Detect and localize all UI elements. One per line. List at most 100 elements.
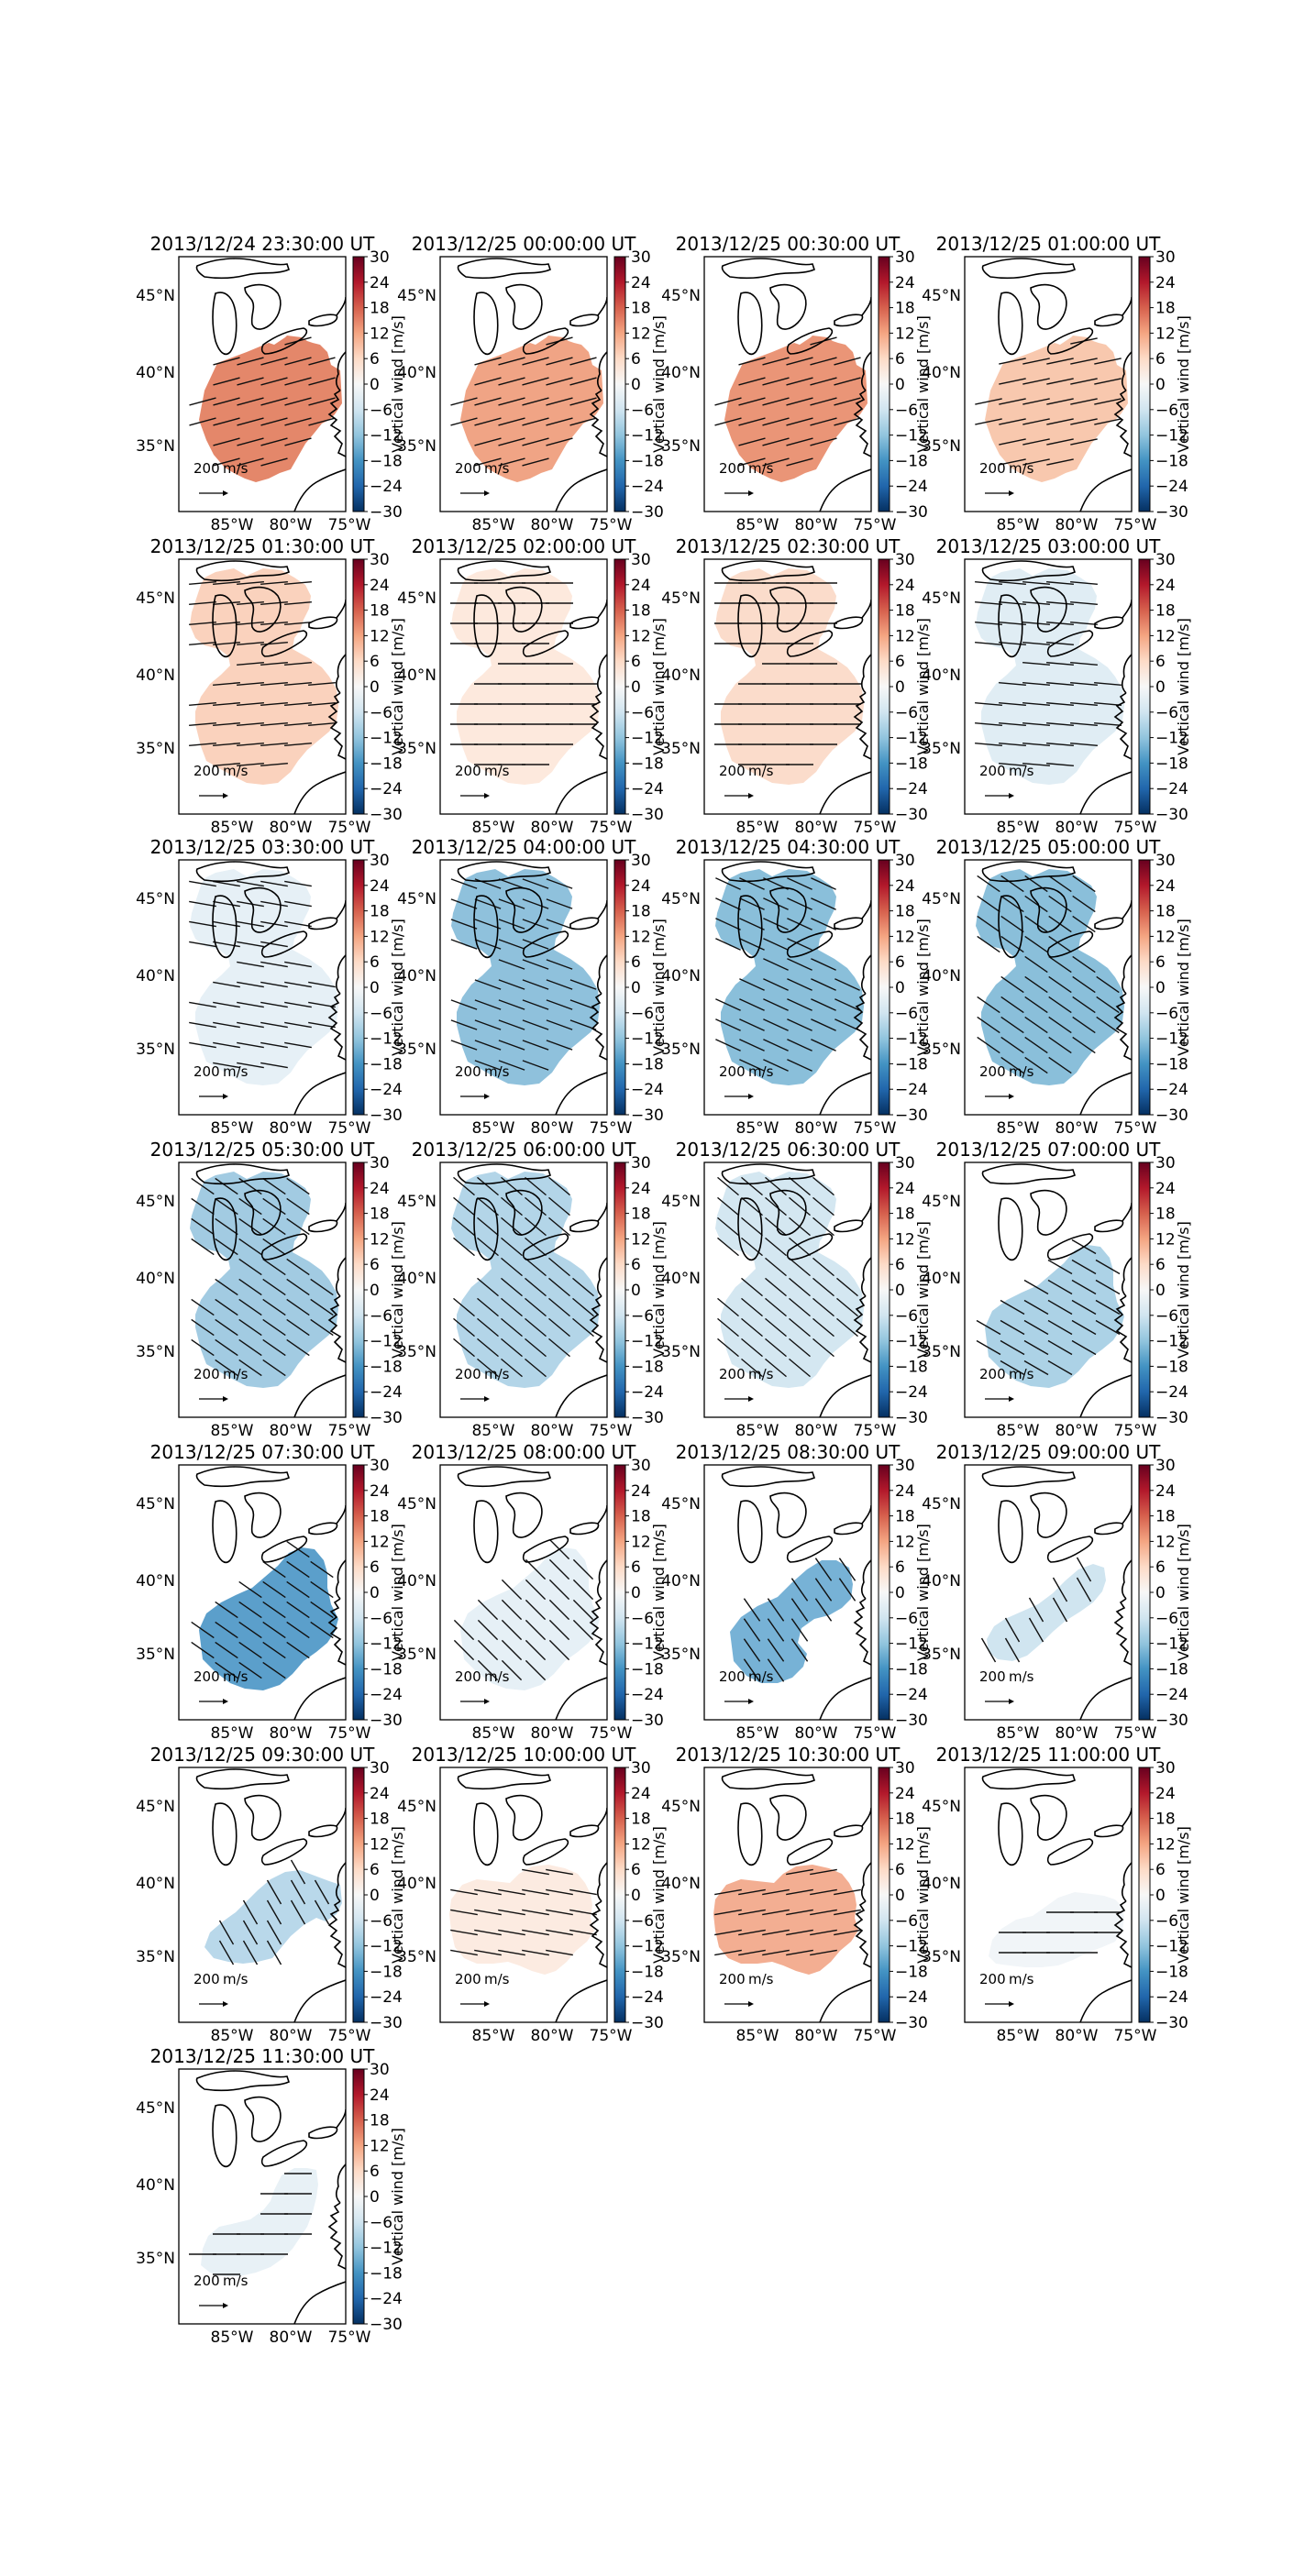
wind-vector xyxy=(738,1929,766,1936)
wind-vector xyxy=(812,1176,834,1196)
wind-region xyxy=(715,1172,864,1388)
wind-vector xyxy=(1046,438,1074,446)
wind-vector xyxy=(546,979,573,990)
colorbar: 30 24 18 12 6 0 −6 −12 −18 −24 −30 Vertical wind [m… xyxy=(1138,852,1192,1125)
wind-vector xyxy=(1071,1259,1097,1275)
wind-vector xyxy=(786,437,813,446)
wind-vector-field xyxy=(976,1238,1121,1376)
colorbar-tick-label: −18 xyxy=(1155,1660,1188,1679)
vector-scale: 200 m/s xyxy=(455,1366,510,1402)
wind-vector xyxy=(260,1021,288,1029)
wind-vector xyxy=(767,1638,785,1662)
lat-tick-label: 45°N xyxy=(136,589,175,608)
wind-vector xyxy=(715,938,741,951)
colorbar-tick-label: 12 xyxy=(370,928,390,946)
colorbar-tick-label: 18 xyxy=(895,300,915,318)
wind-vector xyxy=(569,397,597,406)
lon-tick-label: 80°W xyxy=(795,516,838,534)
wind-vector xyxy=(1023,1360,1049,1376)
wind-vector xyxy=(453,1317,475,1338)
colorbar-tick-label: −18 xyxy=(631,1660,664,1679)
wind-vector xyxy=(548,1216,570,1237)
colorbar-tick-label: −18 xyxy=(370,1055,403,1073)
colorbar-tick-label: −12 xyxy=(895,730,928,748)
wind-vector xyxy=(765,1216,787,1237)
wind-vector xyxy=(1024,955,1048,974)
colorbar-tick-label: −30 xyxy=(631,1106,664,1125)
lon-tick-label: 75°W xyxy=(1114,1422,1157,1440)
wind-vector xyxy=(787,877,812,890)
wind-vector xyxy=(546,377,573,386)
colorbar-tick-label: 12 xyxy=(370,627,390,645)
map-frame xyxy=(964,1161,1133,1418)
wind-vector xyxy=(1046,642,1074,645)
wind-vector xyxy=(498,417,525,426)
wind-vector xyxy=(237,622,264,625)
colorbar-tick-label: −12 xyxy=(370,1333,403,1351)
colorbar-tick-label: −30 xyxy=(895,1106,928,1125)
wind-vector xyxy=(1070,418,1098,425)
svg-text:200: 200 xyxy=(455,1063,481,1080)
wind-vector xyxy=(1070,702,1098,706)
wind-vector xyxy=(786,357,813,366)
colorbar-tick-label: −24 xyxy=(370,1081,403,1099)
wind-vector xyxy=(836,1317,858,1338)
colorbar-tick-label: −30 xyxy=(1155,1712,1188,1730)
lat-tick-label: 45°N xyxy=(922,1193,961,1211)
wind-vector xyxy=(738,377,766,386)
wind-vector xyxy=(1024,1036,1048,1054)
svg-text:m/s: m/s xyxy=(748,1063,774,1080)
colorbar-tick-label: −6 xyxy=(1155,402,1178,420)
wind-vector xyxy=(501,1196,523,1216)
lat-tick-label: 40°N xyxy=(136,364,175,382)
wind-vector-field xyxy=(191,1177,334,1377)
panel-title: 2013/12/25 03:30:00 UT xyxy=(150,836,375,858)
wind-vector xyxy=(501,1579,523,1601)
colorbar-tick-label: 18 xyxy=(1155,602,1176,621)
wind-region xyxy=(190,869,338,1085)
wind-vector xyxy=(498,357,525,366)
svg-text:m/s: m/s xyxy=(223,1668,249,1685)
wind-region xyxy=(715,568,864,785)
wind-vector xyxy=(213,900,240,908)
wind-vector xyxy=(762,1909,790,1916)
colorbar-tick-label: 24 xyxy=(1155,1482,1176,1501)
lat-tick-label: 40°N xyxy=(397,1875,437,1893)
colorbar-tick-label: 24 xyxy=(631,1785,651,1803)
wind-vector-field xyxy=(191,1540,334,1679)
colorbar-tick-label: 12 xyxy=(370,1230,390,1249)
colorbar-tick-label: −12 xyxy=(631,427,664,446)
wind-vector xyxy=(1022,702,1050,706)
wind-vector xyxy=(569,1019,597,1030)
colorbar-tick-label: 18 xyxy=(895,1811,915,1829)
wind-vector xyxy=(477,1297,499,1317)
vector-scale: 200 m/s xyxy=(719,763,774,798)
map-frame xyxy=(178,859,347,1116)
wind-vector xyxy=(501,1317,523,1338)
map-panel: 2013/12/25 06:00:00 UT 200 m/s 85°W 80°W 75°W… xyxy=(397,1139,668,1440)
colorbar-tick-label: −18 xyxy=(370,754,403,773)
wind-vector xyxy=(548,1277,570,1297)
wind-vector xyxy=(308,702,336,706)
wind-vector xyxy=(1096,996,1120,1014)
colorbar-tick-label: −30 xyxy=(895,1409,928,1427)
wind-vector xyxy=(260,417,288,426)
wind-vector xyxy=(1095,1279,1121,1295)
wind-vector xyxy=(189,1001,216,1008)
colorbar-tick-label: 6 xyxy=(895,1861,905,1879)
wind-vector xyxy=(1070,398,1098,405)
colorbar-tick-label: −12 xyxy=(895,1635,928,1654)
wind-vector xyxy=(237,601,264,605)
lon-tick-label: 85°W xyxy=(211,819,254,837)
lat-tick-label: 45°N xyxy=(661,287,701,305)
colorbar-tick-label: 12 xyxy=(1155,1533,1176,1551)
wind-vector xyxy=(811,897,836,910)
wind-vector xyxy=(572,1277,594,1297)
colorbar-tick-label: 6 xyxy=(1155,1256,1166,1274)
wind-vector xyxy=(810,437,837,446)
wind-vector xyxy=(765,1196,787,1216)
wind-vector xyxy=(238,1661,262,1679)
colorbar-tick-label: 30 xyxy=(1155,852,1176,870)
colorbar-tick-label: 0 xyxy=(895,376,905,394)
wind-vector xyxy=(1047,1360,1073,1376)
